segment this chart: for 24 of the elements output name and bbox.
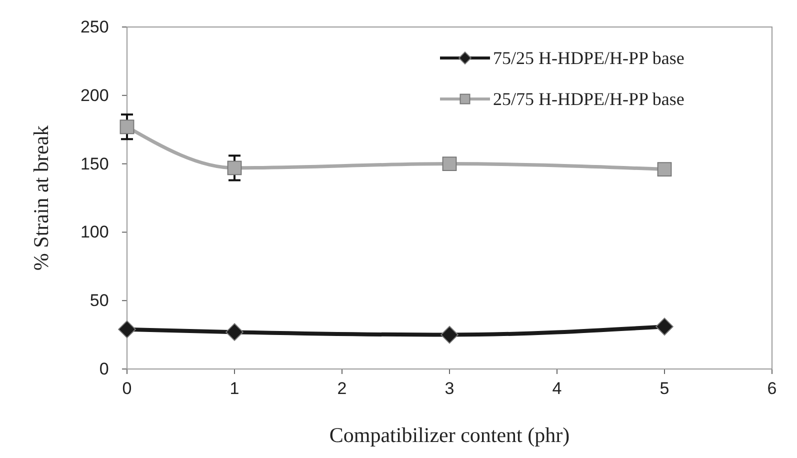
y-tick-label: 0	[99, 359, 109, 378]
y-tick-label: 150	[80, 154, 109, 174]
point	[440, 326, 458, 344]
x-tick-label: 6	[767, 379, 777, 398]
x-tick-label: 0	[122, 379, 132, 398]
y-axis-title: % Strain at break	[29, 124, 53, 271]
point	[656, 318, 674, 336]
point	[442, 156, 457, 172]
y-tick-label: 250	[80, 17, 109, 36]
point	[657, 162, 672, 176]
legend-label: 25/75 H-HDPE/H-PP base	[493, 89, 684, 109]
x-tick-label: 5	[660, 379, 670, 398]
point	[227, 160, 242, 176]
x-tick-label: 1	[230, 379, 240, 398]
point	[226, 323, 244, 341]
y-tick-label: 100	[80, 222, 109, 242]
x-axis-title: Compatibilizer content (phr)	[329, 423, 570, 447]
y-tick-label: 200	[80, 86, 109, 105]
point	[118, 320, 136, 338]
x-tick-label: 4	[552, 379, 562, 398]
x-tick-label: 3	[444, 379, 454, 398]
legend-label: 75/25 H-HDPE/H-PP base	[493, 48, 684, 68]
x-tick-label: 2	[337, 379, 347, 398]
y-tick-label: 50	[90, 291, 109, 310]
